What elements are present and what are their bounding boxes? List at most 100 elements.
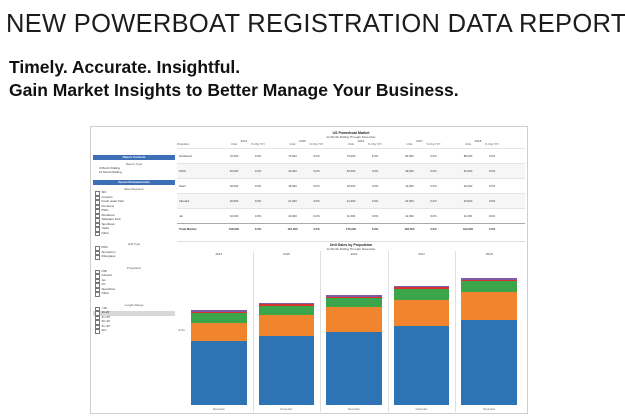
bar-segment: [393, 285, 450, 288]
dashboard-screenshot: Report Controls Report Type 3 Month Roll…: [90, 126, 528, 414]
table-column-header: Units: [289, 143, 296, 146]
length-range-checkbox[interactable]: 16-20': [93, 311, 175, 316]
x-tick-label: November: [280, 408, 293, 411]
table-column-header: % Chg YOY: [251, 143, 265, 146]
table-cell: 0.0%: [430, 199, 437, 203]
report-type-option[interactable]: 3 Month Rolling: [99, 166, 120, 170]
length-range-checkbox-label: 31'-40': [101, 323, 111, 328]
x-tick-label: November: [415, 408, 428, 411]
row-label: Inboard: [179, 199, 190, 203]
market-table: US Powerboat Market 12 Month Rolling Thr…: [177, 131, 525, 239]
length-range-checkbox[interactable]: <16': [93, 305, 175, 311]
checkbox-icon[interactable]: [95, 204, 100, 209]
table-cell: 75,000: [288, 154, 297, 158]
checkbox-icon[interactable]: [95, 246, 100, 251]
table-cell: 21,000: [288, 199, 297, 203]
hull-type-checkbox[interactable]: Aluminium: [93, 250, 175, 255]
y-axis-label: Units: [178, 328, 185, 332]
table-cell: 10,000: [288, 214, 297, 218]
propulsion-checkbox-label: O/B: [101, 268, 107, 273]
propulsion-checkbox[interactable]: O/B: [93, 268, 175, 274]
checkbox-icon[interactable]: [95, 209, 100, 214]
table-cell: 11,000: [463, 214, 473, 218]
table-cell: 20,000: [229, 199, 239, 203]
table-row: Outboard 70,000 0.0% 75,000 0.0% 79,000 6.0% 83…: [177, 148, 525, 163]
boat-segment-checkbox[interactable]: Cruisers: [93, 195, 175, 200]
checkbox-icon[interactable]: [95, 274, 100, 279]
table-cell: 194,000: [462, 227, 474, 231]
propulsion-checkbox[interactable]: Jet: [93, 278, 175, 283]
x-tick-label: November: [212, 408, 225, 411]
table-cell: 176,000: [345, 227, 357, 231]
table-cell: 19,000: [405, 184, 414, 188]
table-cell: 88,000: [463, 154, 473, 158]
propulsion-checkbox[interactable]: Sterndrive: [93, 287, 175, 292]
bar-segment: [326, 307, 382, 332]
bar-segment: [461, 278, 517, 280]
bar-segment: [393, 299, 450, 326]
bar-segment: [191, 310, 247, 312]
bar-segment: [258, 314, 315, 337]
report-type-option[interactable]: 12 Month Rolling: [99, 170, 122, 174]
length-range-checkbox[interactable]: 21'-25': [93, 314, 175, 320]
boat-segment-checkbox[interactable]: Yacht: [93, 227, 175, 232]
table-cell: 0.0%: [488, 199, 496, 203]
boat-segment-checkbox[interactable]: Saltwater Fish: [93, 218, 175, 223]
row-label: Stern: [179, 184, 187, 188]
checkbox-icon[interactable]: [95, 315, 100, 320]
checkbox-icon[interactable]: [95, 329, 100, 334]
checkbox-icon[interactable]: [95, 200, 100, 205]
boat-segment-checkbox[interactable]: PWC: [93, 209, 175, 214]
checkbox-icon[interactable]: [95, 195, 100, 200]
propulsion-checkbox[interactable]: Inboard: [93, 274, 175, 279]
length-range-checkbox-label: 21'-25': [101, 314, 111, 319]
checkbox-icon[interactable]: [95, 191, 100, 196]
checkbox-icon[interactable]: [95, 213, 100, 218]
checkbox-icon[interactable]: [95, 218, 100, 223]
propulsion-label: Propulsion: [126, 265, 142, 270]
checkbox-icon[interactable]: [95, 255, 100, 260]
hull-type-checkbox[interactable]: Fiberglass: [93, 255, 175, 260]
bar-segment: [461, 292, 517, 320]
table-cell: 22,000: [405, 199, 414, 203]
table-column-header: Units: [348, 143, 354, 146]
boat-segment-checkbox[interactable]: Fresh water Fish: [93, 200, 175, 205]
checkbox-icon[interactable]: [95, 311, 100, 316]
table-cell: 0.0%: [254, 227, 262, 231]
bar-segment: [393, 287, 450, 289]
table-cell: 0.0%: [254, 214, 262, 218]
table-cell: 0.0%: [313, 214, 320, 218]
checkbox-icon[interactable]: [95, 227, 100, 232]
checkbox-icon[interactable]: [95, 324, 100, 329]
hull-type-checkbox[interactable]: FRG: [93, 246, 175, 251]
checkbox-icon[interactable]: [95, 283, 100, 288]
table-cell: 0.0%: [430, 154, 437, 158]
boat-segment-checkbox[interactable]: Pontoons: [93, 204, 175, 209]
checkbox-icon[interactable]: [95, 222, 100, 227]
boat-segment-checkbox[interactable]: Runabout: [93, 213, 175, 218]
length-range-checkbox[interactable]: 40'+: [93, 329, 175, 334]
table-cell: 0.0%: [313, 227, 320, 231]
checkbox-icon[interactable]: [95, 278, 100, 283]
table-cell: 0.0%: [371, 227, 379, 231]
length-range-checkbox[interactable]: 31'-40': [93, 323, 175, 329]
table-column-header: Units: [465, 143, 471, 146]
length-range-checkbox[interactable]: 26'-30': [93, 320, 175, 325]
table-cell: 43,000: [288, 169, 297, 173]
checkbox-icon[interactable]: [95, 269, 100, 274]
table-cell: 18,000: [229, 184, 239, 188]
propulsion-checkbox[interactable]: Other: [93, 292, 175, 297]
checkbox-icon[interactable]: [95, 292, 100, 297]
checkbox-icon[interactable]: [95, 250, 100, 255]
table-cell: 19,000: [346, 184, 356, 188]
checkbox-icon[interactable]: [95, 320, 100, 325]
table-cell: 0.0%: [254, 199, 262, 203]
boat-segment-checkbox[interactable]: SKI: [93, 191, 175, 196]
boat-segment-checkbox[interactable]: Sportboat: [93, 222, 175, 227]
checkbox-icon[interactable]: [95, 306, 100, 311]
length-range-checkbox-label: <16': [101, 305, 108, 310]
boat-segment-checkbox[interactable]: Other: [93, 231, 175, 236]
checkbox-icon[interactable]: [95, 231, 100, 236]
propulsion-checkbox[interactable]: I/O: [93, 283, 175, 288]
checkbox-icon[interactable]: [95, 287, 100, 292]
